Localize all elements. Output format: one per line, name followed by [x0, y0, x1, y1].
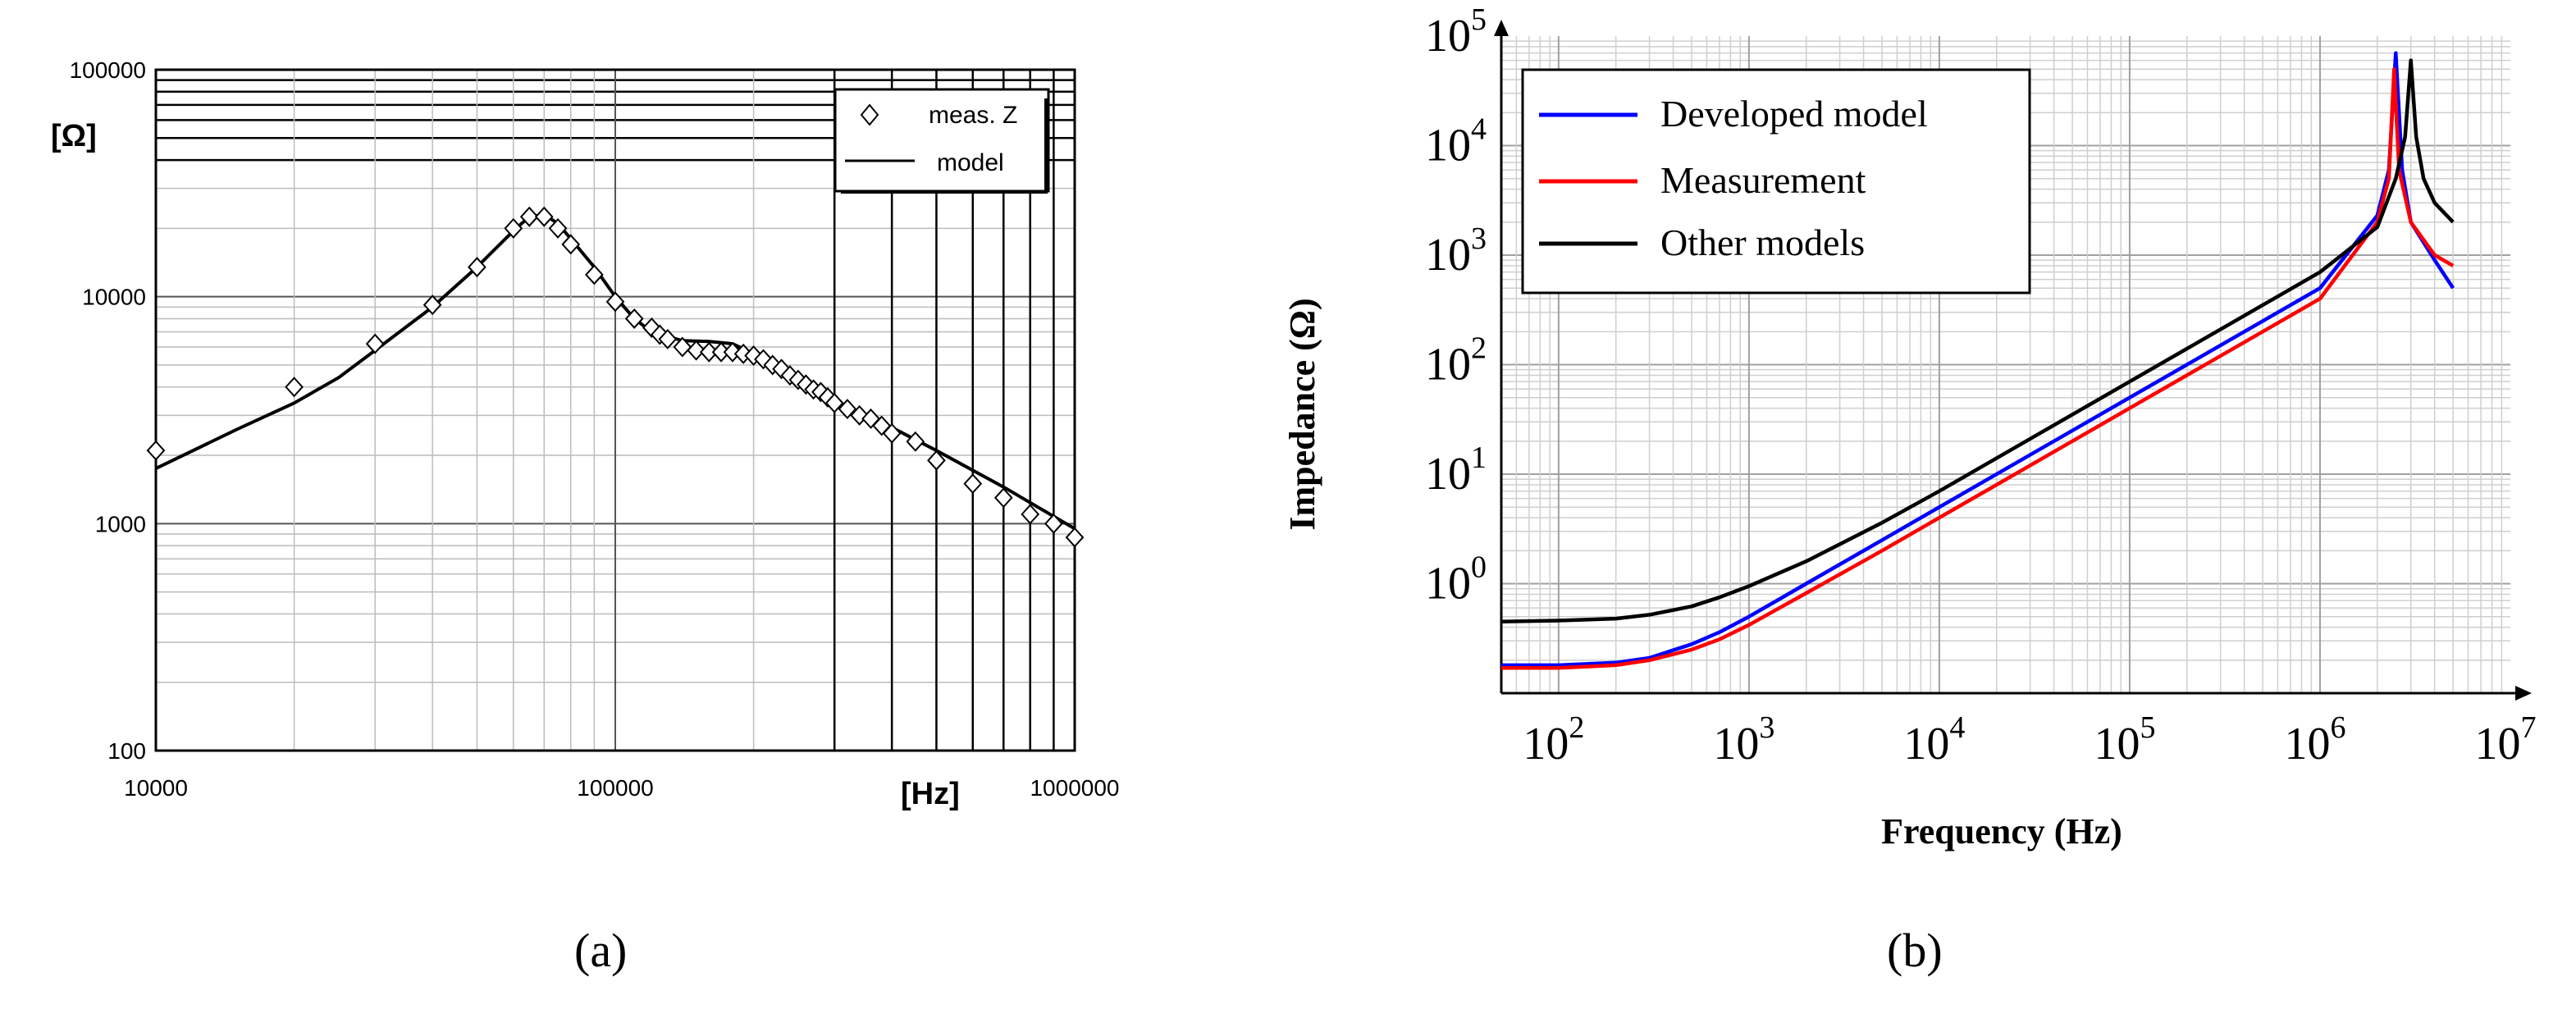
panel-a-meas-point [882, 422, 902, 444]
panel-a-meas-point [548, 217, 568, 239]
panel-b-x-tick-label: 102 [1523, 710, 1584, 769]
panel-a-meas-point [993, 487, 1013, 509]
panel-a-meas-point [906, 431, 925, 452]
panel-a-series [146, 206, 1085, 548]
panel-b-y-tick-label: 104 [1425, 112, 1487, 171]
panel-b-y-tick-label: 102 [1425, 331, 1487, 390]
panel-b-x-tick-label: 104 [1903, 710, 1965, 769]
panel-a-meas-point [824, 392, 844, 413]
panel-a-y-tick-labels: 100000 10000 1000 100 [70, 57, 146, 764]
panel-a-y-tick-label: 1000 [95, 511, 146, 536]
panel-b-y-axis-label: Impedance (Ω) [1282, 298, 1322, 530]
panel-b-x-axis-label: Frequency (Hz) [1881, 811, 2122, 851]
panel-a-x-tick-labels: 10000 100000 1000000 [124, 775, 1119, 801]
panel-b: 100 101 102 103 104 105 102 103 104 105 106 107 Im… [1282, 2, 2537, 977]
panel-a-meas-point [963, 473, 983, 495]
panel-a-meas-point [927, 450, 946, 471]
panel-b-y-tick-label: 105 [1425, 2, 1487, 62]
panel-b-legend-entry-developed-model: Developed model [1660, 93, 1928, 135]
panel-a-meas-point [285, 377, 304, 398]
panel-a-y-tick-label: 100000 [70, 57, 146, 83]
panel-a-meas-point [723, 341, 742, 363]
panel-b-x-tick-label: 103 [1713, 710, 1774, 769]
panel-a-x-tick-label: 100000 [577, 775, 653, 801]
panel-a-legend-entry-model: model [937, 149, 1004, 176]
panel-a-meas-point [146, 440, 166, 461]
panel-a-meas-point [850, 404, 869, 426]
panel-a-meas-point [585, 264, 604, 285]
panel-a-legend-entry-meas-z: meas. Z [929, 102, 1017, 129]
panel-a-meas-point [1021, 504, 1040, 525]
panel-a-meas-point [422, 294, 442, 316]
panel-a-meas-point [504, 217, 523, 239]
panel-a-x-tick-label: 1000000 [1030, 775, 1119, 801]
panel-b-series [1500, 51, 2455, 670]
panel-a-x-tick-label: 10000 [124, 775, 188, 801]
legend-diamond-marker-icon [860, 103, 879, 126]
panel-b-x-tick-label: 105 [2094, 710, 2155, 769]
panel-b-series-other-models-line [1500, 58, 2455, 624]
panel-b-legend: Developed model Measurement Other models [1521, 68, 2031, 294]
panel-a-meas-point [699, 341, 719, 363]
panel-a-meas-point [658, 328, 678, 349]
panel-b-series-developed-model-line [1501, 51, 2455, 668]
panel-a-meas-point [561, 234, 581, 255]
panel-a-meas-point [1065, 527, 1085, 548]
panel-b-x-tick-label: 107 [2475, 710, 2537, 769]
panel-a-meas-point [468, 257, 486, 278]
panel-a-y-tick-label: 100 [107, 738, 146, 764]
panel-a-meas-point [772, 358, 791, 380]
panel-a-meas-point [624, 308, 644, 329]
panel-b-legend-entry-other-models: Other models [1660, 221, 1865, 263]
panel-b-y-tick-label: 101 [1425, 441, 1487, 500]
panel-b-y-tick-label: 100 [1425, 550, 1487, 610]
panel-a-label: (a) [574, 924, 627, 977]
panel-a-legend: meas. Z model [834, 88, 1050, 194]
panel-b-y-tick-labels: 100 101 102 103 104 105 [1425, 2, 1487, 610]
panel-a-meas-point [673, 336, 692, 358]
panel-a-y-tick-label: 10000 [82, 285, 146, 310]
panel-a-plot-frame [154, 68, 1076, 752]
panel-a-meas-point [861, 408, 880, 429]
panel-b-legend-entry-measurement: Measurement [1660, 159, 1866, 201]
panel-b-x-tick-label: 106 [2284, 710, 2345, 769]
panel-a-meas-point [744, 345, 763, 366]
panel-b-axes [1494, 20, 2532, 701]
panel-a-meas-point [838, 399, 857, 420]
panel-b-y-tick-label: 103 [1425, 221, 1487, 281]
panel-b-x-tick-labels: 102 103 104 105 106 107 [1523, 710, 2536, 769]
panel-a-x-axis-label: [Hz] [901, 777, 960, 811]
panel-a-y-axis-label: [Ω] [51, 119, 97, 153]
panel-a-meas-point [605, 291, 625, 313]
panel-a-meas-point [1044, 513, 1063, 534]
panel-a-meas-point [534, 206, 554, 227]
panel-a-meas-point [365, 333, 385, 354]
panel-a-meas-point [687, 340, 706, 361]
panel-a-meas-point [763, 354, 783, 376]
panel-b-label: (b) [1887, 924, 1943, 977]
panel-a-meas-point [872, 415, 892, 436]
panel-a-meas-point [519, 206, 539, 227]
panel-a: 100000 10000 1000 100 10000 100000 1000000 [Ω… [51, 57, 1120, 977]
